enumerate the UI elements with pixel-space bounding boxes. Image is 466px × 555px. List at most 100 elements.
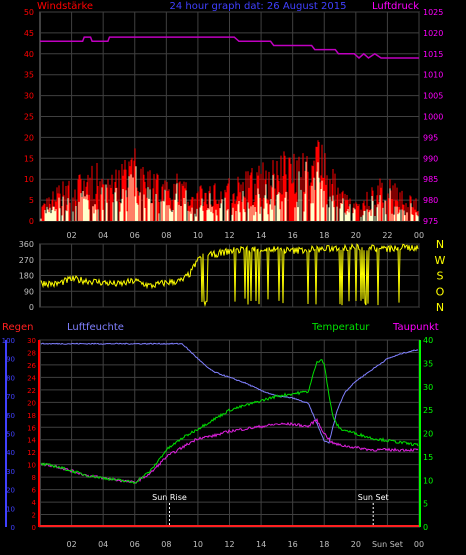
rain-tick-label: 16 [27, 424, 36, 432]
rain-tick-label: 6 [32, 487, 37, 495]
x-tick-label: 04 [98, 540, 108, 549]
humidity-tick-label: 40 [6, 449, 15, 457]
x-tick-label: 16 [288, 231, 298, 240]
y-tick-label: 90 [24, 287, 34, 296]
x-tick-label: 14 [256, 231, 266, 240]
sun-label: Sun Rise [152, 493, 187, 502]
compass-label: N [436, 238, 444, 251]
x-tick-label: 00 [414, 540, 424, 549]
climate-panel: 0246810121416182022242628300102030405060… [2, 336, 434, 549]
y-tick-label: 0 [29, 303, 34, 312]
rain-tick-label: 28 [27, 349, 36, 357]
compass-label: N [436, 301, 444, 314]
y-right-tick-label: 1010 [423, 71, 443, 80]
x-tick-label: 06 [130, 231, 140, 240]
rain-tick-label: 30 [27, 337, 36, 345]
sun-label: Sun Set [358, 493, 389, 502]
y-tick-label: 5 [29, 196, 34, 205]
temp-tick-label: 5 [423, 500, 428, 509]
x-tick-label: 18 [319, 540, 329, 549]
y-right-tick-label: 980 [423, 196, 438, 205]
temp-tick-label: 25 [423, 406, 433, 415]
x-tick-label: 12 [224, 540, 234, 549]
humidity-line [40, 342, 419, 444]
y-right-tick-label: 1015 [423, 50, 443, 59]
rain-tick-label: 26 [27, 362, 36, 370]
rain-tick-label: 22 [27, 387, 36, 395]
humidity-tick-label: 30 [6, 468, 15, 476]
x-tick-label: 06 [130, 540, 140, 549]
y-tick-label: 10 [24, 175, 34, 184]
x-tick-label: 18 [319, 231, 329, 240]
compass-label: O [436, 285, 445, 298]
y-tick-label: 40 [24, 50, 34, 59]
temperature-line [40, 359, 419, 485]
humidity-tick-label: 20 [6, 487, 15, 495]
y-tick-label: 25 [24, 113, 34, 122]
x-tick-label: 22 [382, 231, 392, 240]
y-right-tick-label: 990 [423, 154, 438, 163]
humidity-tick-label: 60 [6, 412, 15, 420]
temp-tick-label: 20 [423, 430, 433, 439]
x-tick-label: 02 [66, 231, 76, 240]
rain-tick-label: 0 [32, 524, 36, 532]
y-tick-label: 270 [19, 256, 34, 265]
y-right-tick-label: 1025 [423, 8, 443, 17]
humidity-tick-label: 10 [6, 505, 15, 513]
rain-tick-label: 24 [27, 374, 36, 382]
temp-tick-label: 15 [423, 453, 433, 462]
x-tick-label: 20 [351, 540, 361, 549]
x-tick-label: 00 [414, 231, 424, 240]
x-tick-label: 12 [224, 231, 234, 240]
rain-tick-label: 20 [27, 399, 36, 407]
luftfeuchte-label: Luftfeuchte [67, 322, 124, 333]
luftdruck-label: Luftdruck [372, 1, 419, 12]
x-tick-label: 10 [193, 231, 203, 240]
temp-tick-label: 0 [423, 523, 428, 532]
x-tick-label: 02 [66, 540, 76, 549]
humidity-tick-label: 100 [2, 337, 15, 345]
x-tick-label: 14 [256, 540, 266, 549]
y-tick-label: 15 [24, 154, 34, 163]
graph-title: 24 hour graph dat: 26 August 2015 [170, 1, 347, 12]
y-right-tick-label: 985 [423, 175, 438, 184]
humidity-tick-label: 50 [6, 431, 15, 439]
temp-tick-label: 35 [423, 359, 433, 368]
y-tick-label: 20 [24, 133, 34, 142]
y-tick-label: 50 [24, 8, 34, 17]
rain-tick-label: 12 [27, 449, 36, 457]
humidity-tick-label: 0 [11, 524, 15, 532]
compass-label: S [437, 270, 444, 283]
windstaerke-label: Windstärke [37, 1, 93, 12]
y-tick-label: 45 [24, 29, 34, 38]
wind-pressure-panel: 0510152025303540455097598098599099510001… [24, 8, 444, 240]
y-tick-label: 30 [24, 92, 34, 101]
rain-tick-label: 18 [27, 412, 36, 420]
x-tick-label: 08 [161, 231, 171, 240]
x-tick-label: 10 [193, 540, 203, 549]
y-right-tick-label: 995 [423, 133, 438, 142]
temp-tick-label: 40 [423, 336, 433, 345]
pressure-line [40, 36, 419, 59]
y-right-tick-label: 1005 [423, 92, 443, 101]
temperatur-label: Temperatur [311, 322, 370, 333]
y-tick-label: 35 [24, 71, 34, 80]
temp-tick-label: 30 [423, 383, 433, 392]
wind-direction-line [40, 242, 419, 307]
x-tick-label: Sun Set [372, 540, 403, 549]
humidity-tick-label: 90 [6, 356, 15, 364]
humidity-tick-label: 70 [6, 393, 15, 401]
x-tick-label: 04 [98, 231, 108, 240]
y-right-tick-label: 975 [423, 217, 438, 226]
rain-tick-label: 14 [27, 437, 36, 445]
x-tick-label: 20 [351, 231, 361, 240]
rain-tick-label: 10 [27, 462, 36, 470]
y-tick-label: 180 [19, 272, 34, 281]
compass-label: W [435, 254, 446, 267]
y-right-tick-label: 1000 [423, 113, 443, 122]
rain-tick-label: 8 [32, 474, 36, 482]
rain-tick-label: 2 [32, 512, 36, 520]
y-tick-label: 0 [29, 217, 34, 226]
